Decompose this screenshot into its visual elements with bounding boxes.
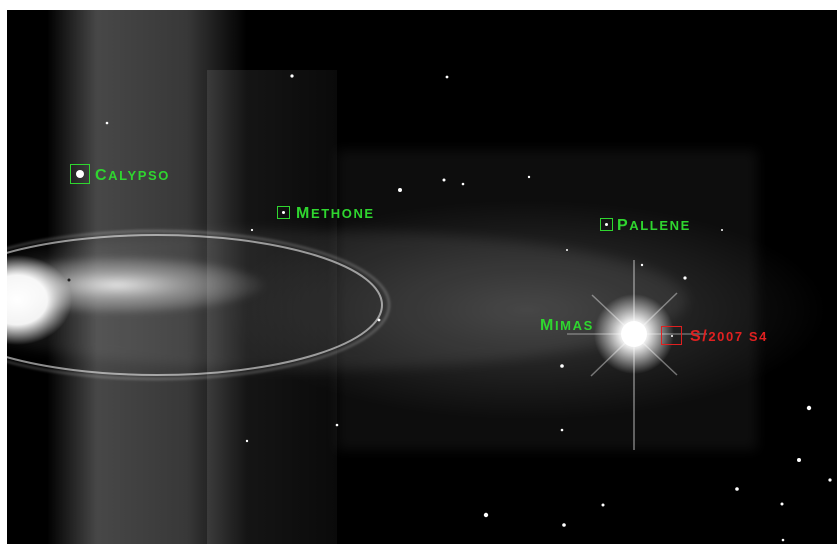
mimas-label: Mimas	[540, 317, 594, 334]
photo-background	[7, 10, 832, 544]
stars	[67, 74, 832, 542]
s2007s4-marker	[661, 326, 682, 345]
methone-label: Methone	[296, 205, 375, 222]
pallene-label: Pallene	[617, 217, 691, 234]
mimas-glare	[567, 260, 707, 450]
s2007s4-moon	[670, 334, 673, 337]
calypso-marker	[70, 164, 90, 184]
pallene-moon	[605, 223, 608, 226]
astronomy-photo: Calypso Methone Pallene Mimas S/2007 S4	[7, 10, 837, 544]
methone-moon	[282, 211, 285, 214]
pallene-marker	[600, 218, 613, 231]
s2007s4-label: S/2007 S4	[690, 328, 768, 345]
calypso-moon	[76, 170, 84, 178]
calypso-label: Calypso	[95, 167, 171, 184]
methone-marker	[277, 206, 290, 219]
